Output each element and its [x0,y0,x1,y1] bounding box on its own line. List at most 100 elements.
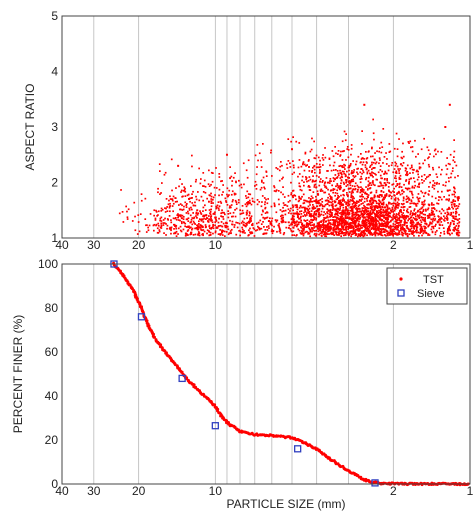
data-point [283,232,286,234]
data-point [335,212,337,215]
data-point [377,202,380,205]
data-point [247,202,249,205]
data-point [396,216,398,218]
data-point [457,230,460,232]
data-point [298,199,301,202]
data-point [369,224,372,226]
sieve-point [294,445,302,453]
data-point [411,219,413,221]
data-point [261,181,263,183]
data-point [181,222,183,225]
data-point [409,225,412,228]
data-point [324,224,327,227]
data-point [419,211,421,213]
data-point [398,138,400,140]
data-point [373,213,376,215]
data-point [403,229,406,232]
data-point [210,227,212,230]
data-point [407,211,410,214]
data-point [364,227,367,230]
data-point [432,227,435,230]
data-point [456,233,459,236]
data-point [194,227,196,230]
data-point [354,224,356,226]
data-point [430,218,433,221]
data-point [344,164,346,167]
data-point [427,234,429,236]
data-point [318,204,321,207]
data-point [298,142,301,144]
data-point [408,218,411,220]
data-point [220,180,222,183]
data-point [319,232,322,235]
data-point [283,196,286,198]
data-point [384,222,386,225]
data-point [384,224,386,227]
data-point [338,199,340,202]
data-point [377,220,380,223]
data-point [329,178,332,180]
data-point [425,232,427,234]
data-point [379,147,381,149]
data-point [195,227,198,229]
data-point [361,143,363,145]
data-point [395,213,398,215]
data-point [376,232,379,235]
data-point [366,221,368,224]
data-point [336,222,339,224]
data-point [263,186,265,189]
data-point [319,214,321,217]
data-point [395,170,398,173]
data-point [403,222,406,224]
data-point [304,206,306,209]
data-point [319,169,321,171]
data-point [234,199,237,202]
data-point [251,232,254,234]
data-point [381,170,383,173]
data-point [285,226,288,229]
data-point [174,225,176,227]
data-point [347,199,349,202]
data-point [241,220,244,223]
data-point [287,201,290,203]
data-point [264,203,266,206]
data-point [334,224,337,227]
data-point [341,165,344,167]
data-point [312,215,315,217]
data-point [319,159,321,162]
data-point [317,230,320,233]
data-point [341,224,343,226]
data-point [340,182,342,185]
data-point [248,214,251,217]
data-point [233,224,236,226]
data-point [291,216,294,219]
data-point [331,212,333,214]
tst-point [138,302,142,306]
data-point [402,199,405,202]
data-point [336,192,339,195]
data-point [337,186,339,189]
data-point [333,225,336,228]
data-point [279,165,282,168]
data-point [158,163,161,165]
data-point [390,203,392,205]
data-point [315,218,317,221]
data-point [429,181,431,184]
data-point [293,234,295,236]
data-point [175,230,178,233]
data-point [337,150,340,152]
data-point [396,225,398,227]
data-point [347,194,349,197]
data-point [363,222,366,224]
data-point [270,151,272,154]
data-point [339,154,342,156]
data-point [288,221,290,224]
data-point [399,227,402,230]
data-point [323,227,325,230]
data-point [379,174,382,177]
data-point [454,200,457,202]
data-point [168,199,170,202]
data-point [414,184,416,187]
data-point [282,219,285,222]
data-point [309,199,312,201]
